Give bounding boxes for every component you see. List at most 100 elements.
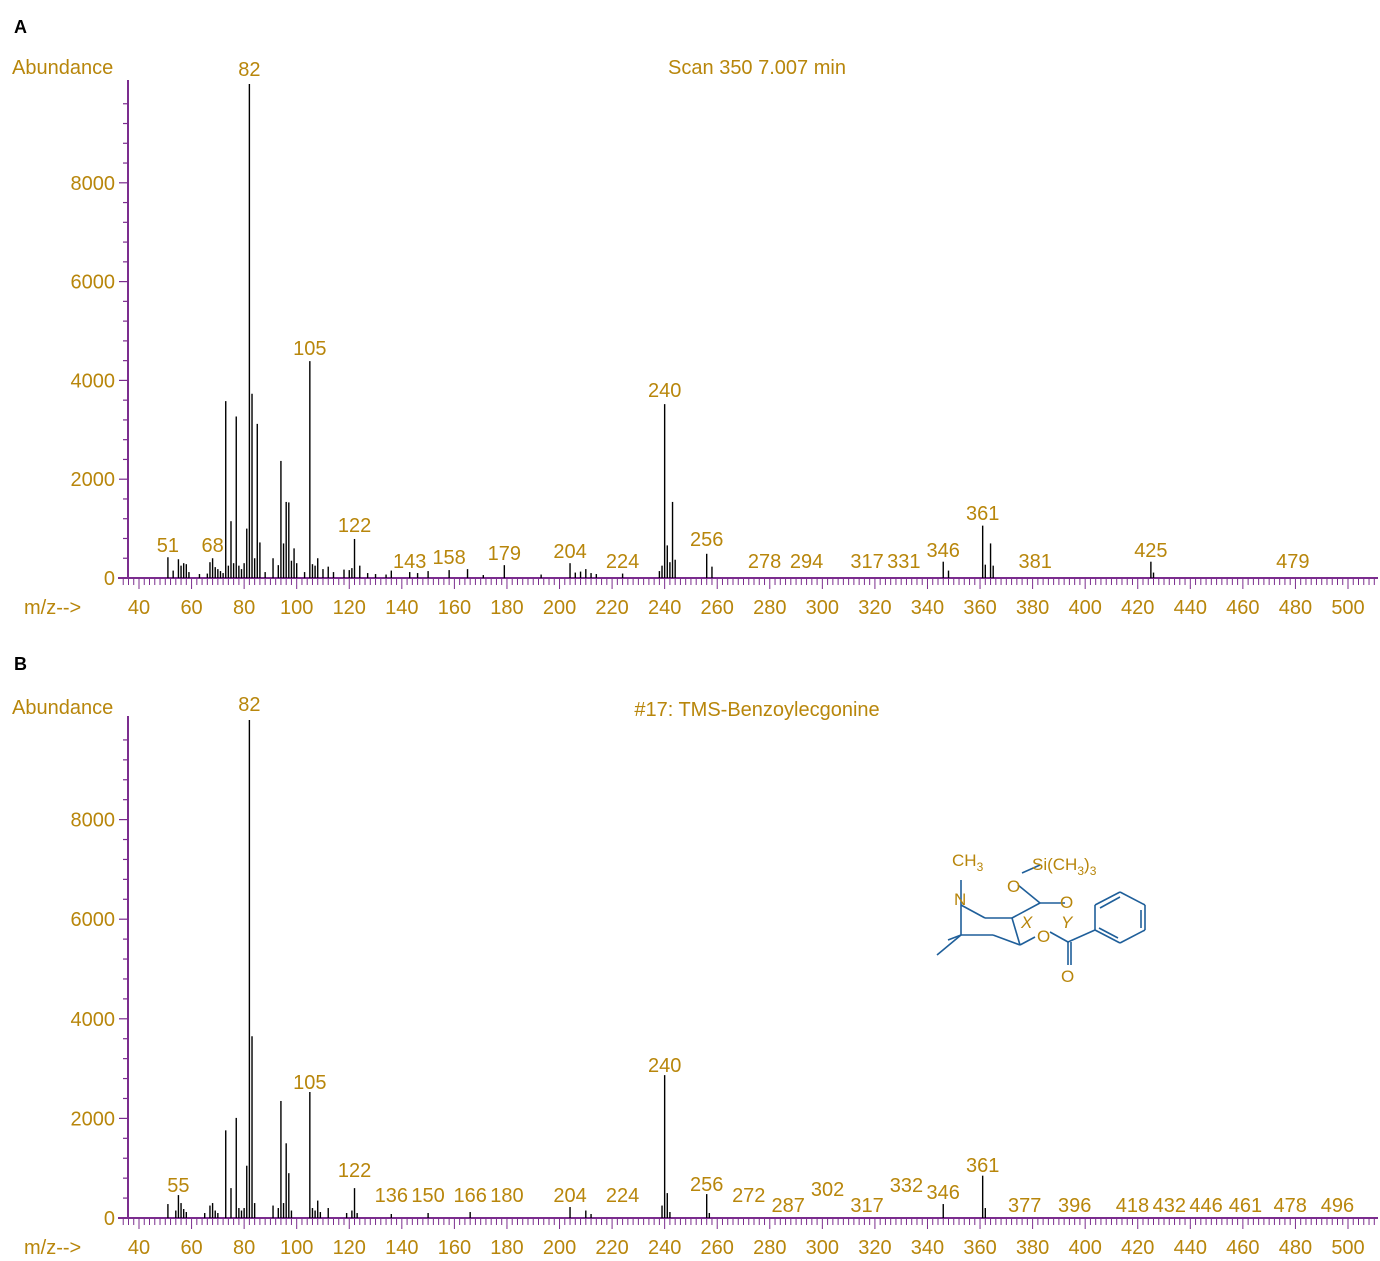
x-tick-label: 120 [333, 1237, 366, 1259]
x-tick-label: 180 [490, 597, 523, 619]
x-tick-label: 460 [1226, 1237, 1259, 1259]
y-tick-label: 4000 [71, 370, 116, 392]
bond-x-label: X [1020, 913, 1033, 932]
x-tick-label: 180 [490, 1237, 523, 1259]
bond-y-label: Y [1061, 913, 1074, 932]
n-label: N [954, 890, 966, 909]
spectrum-panel-b: B Abundance #17: TMS-Benzoylecgonine 0 2000 4… [12, 654, 1378, 1259]
o-tms-label: O [1007, 877, 1020, 896]
ester-o-label: O [1037, 927, 1050, 946]
x-axis-label: m/z--> [24, 597, 81, 619]
peak-label: 278 [748, 551, 781, 573]
x-tick-label: 80 [233, 597, 255, 619]
carbonyl-o2-label: O [1061, 967, 1074, 986]
peak-label: 105 [293, 1072, 326, 1094]
structure-bond [1021, 864, 1041, 874]
peak-label: 68 [201, 535, 223, 557]
peak-label: 179 [488, 543, 521, 565]
x-tick-label: 300 [806, 1237, 839, 1259]
y-tick-label: 2000 [71, 469, 116, 491]
y-tick-label: 8000 [71, 810, 116, 832]
peak-label: 446 [1189, 1195, 1222, 1217]
ch3-subscript: 3 [977, 860, 984, 874]
x-tick-label: 200 [543, 597, 576, 619]
panel-label: A [14, 17, 27, 37]
peak-label: 418 [1116, 1195, 1149, 1217]
peak-label: 204 [553, 1185, 586, 1207]
structure-bond [1011, 902, 1041, 919]
x-tick-label: 160 [438, 1237, 471, 1259]
peak-label: 461 [1229, 1195, 1262, 1217]
x-tick-label: 100 [280, 1237, 313, 1259]
x-tick-label: 340 [911, 597, 944, 619]
x-tick-label: 460 [1226, 597, 1259, 619]
peak-label: 377 [1008, 1195, 1041, 1217]
x-tick-label: 320 [858, 597, 891, 619]
structure-bond [1098, 927, 1119, 939]
x-tick-label: 200 [543, 1237, 576, 1259]
x-tick-label: 160 [438, 597, 471, 619]
structure-bond [960, 904, 986, 919]
x-tick-label: 500 [1331, 1237, 1364, 1259]
peak-label: 51 [157, 535, 179, 557]
peak-label: 55 [167, 1175, 189, 1197]
carbonyl-o1-label: O [1060, 893, 1073, 912]
panel-label: B [14, 654, 27, 674]
peak-label: 224 [606, 1185, 639, 1207]
peak-label: 361 [966, 503, 999, 525]
peak-label: 82 [238, 694, 260, 716]
structure-bond [1099, 896, 1121, 909]
x-tick-label: 320 [858, 1237, 891, 1259]
y-axis-label: Abundance [12, 57, 113, 79]
si-outer-subscript: 3 [1090, 864, 1097, 878]
x-tick-label: 420 [1121, 597, 1154, 619]
peak-label: 224 [606, 551, 639, 573]
y-tick-label: 2000 [71, 1108, 116, 1130]
x-tick-label: 220 [595, 597, 628, 619]
structure-bond [1119, 891, 1146, 906]
x-tick-label: 480 [1279, 597, 1312, 619]
peak-label: 302 [811, 1179, 844, 1201]
chart-title: Scan 350 7.007 min [668, 57, 846, 79]
peak-label: 331 [887, 551, 920, 573]
peak-label: 240 [648, 1055, 681, 1077]
x-tick-label: 360 [963, 597, 996, 619]
x-tick-label: 280 [753, 1237, 786, 1259]
chart-title: #17: TMS-Benzoylecgonine [634, 699, 879, 721]
x-tick-label: 60 [180, 1237, 202, 1259]
x-tick-label: 40 [128, 1237, 150, 1259]
x-tick-label: 140 [385, 1237, 418, 1259]
x-tick-label: 80 [233, 1237, 255, 1259]
peak-label: 180 [490, 1185, 523, 1207]
si-subscript: 3 [1077, 864, 1084, 878]
peak-label: 332 [890, 1175, 923, 1197]
x-tick-label: 260 [701, 597, 734, 619]
peak-label: 479 [1276, 551, 1309, 573]
y-tick-label: 6000 [71, 909, 116, 931]
peak-label: 381 [1019, 551, 1052, 573]
x-tick-label: 360 [963, 1237, 996, 1259]
peak-label: 256 [690, 529, 723, 551]
structure-bond [1067, 929, 1096, 943]
x-tick-label: 300 [806, 597, 839, 619]
peak-label: 82 [238, 59, 260, 81]
structure-bond [936, 934, 962, 956]
peak-label: 317 [850, 551, 883, 573]
ch3-label: CH3 [952, 851, 984, 874]
peak-label: 158 [432, 547, 465, 569]
structure-bond [1094, 929, 1121, 944]
x-tick-label: 120 [333, 597, 366, 619]
peak-label: 122 [338, 515, 371, 537]
peak-label: 478 [1273, 1195, 1306, 1217]
x-tick-label: 260 [701, 1237, 734, 1259]
peak-label: 143 [393, 551, 426, 573]
x-tick-label: 420 [1121, 1237, 1154, 1259]
x-tick-label: 400 [1068, 597, 1101, 619]
x-tick-label: 380 [1016, 597, 1049, 619]
peak-label: 150 [411, 1185, 444, 1207]
peak-label: 496 [1321, 1195, 1354, 1217]
x-tick-label: 240 [648, 1237, 681, 1259]
x-tick-label: 400 [1068, 1237, 1101, 1259]
